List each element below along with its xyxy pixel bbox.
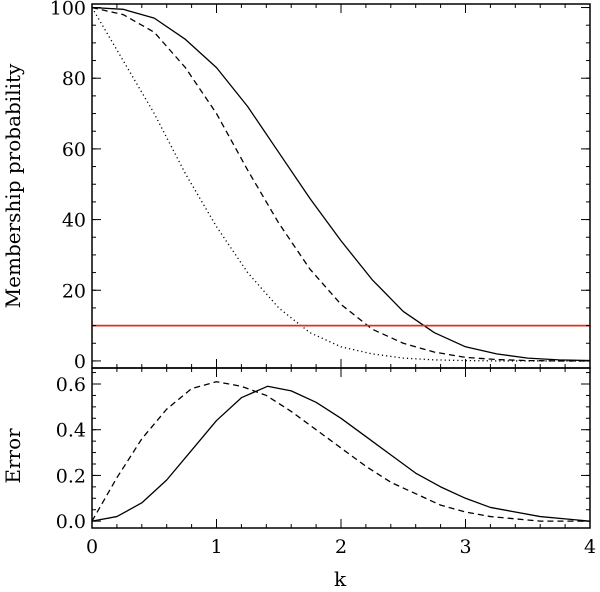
y-axis-title-error: Error xyxy=(1,428,25,484)
membership-series-dotted-2 xyxy=(92,7,590,362)
membership-series-dashed-1 xyxy=(92,6,590,362)
error-series-solid-0 xyxy=(92,385,590,522)
error-ytick-label: 0.6 xyxy=(56,374,86,396)
error-xtick-label: 1 xyxy=(210,536,222,558)
membership-ytick-label: 80 xyxy=(62,68,86,90)
error-xtick-label: 2 xyxy=(335,536,347,558)
error-ytick-label: 0.4 xyxy=(56,420,86,442)
membership-ytick-label: 20 xyxy=(62,280,86,302)
error-frame xyxy=(91,367,591,529)
membership-frame xyxy=(91,3,591,369)
y-axis-title-membership: Membership probability xyxy=(1,63,25,308)
membership-ytick-label: 60 xyxy=(62,139,86,161)
error-xtick-label: 4 xyxy=(584,536,596,558)
membership-ytick-label: 0 xyxy=(74,351,86,373)
error-panel: 0.0 0.2 0.4 0.6 0 1 2 3 4 xyxy=(56,367,596,558)
membership-ytick-label: 40 xyxy=(62,210,86,232)
membership-panel: 0 20 40 60 80 100 xyxy=(50,0,591,373)
membership-series-solid-0 xyxy=(92,6,590,362)
error-xtick-label: 3 xyxy=(459,536,471,558)
error-ytick-label: 0.2 xyxy=(56,465,86,487)
error-ytick-label: 0.0 xyxy=(56,511,86,533)
x-axis-title: k xyxy=(334,567,347,591)
error-xtick-label: 0 xyxy=(86,536,98,558)
error-series-dashed-1 xyxy=(92,381,590,522)
membership-ytick-label: 100 xyxy=(50,0,86,20)
